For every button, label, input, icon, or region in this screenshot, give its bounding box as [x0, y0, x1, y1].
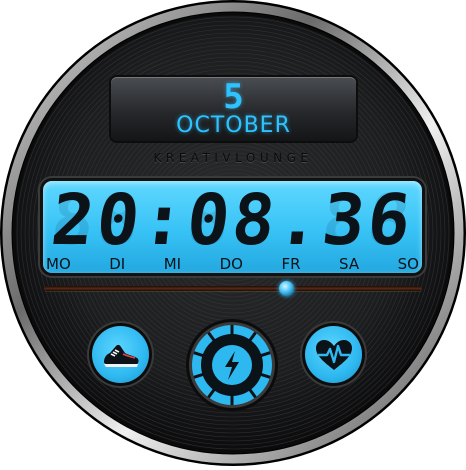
weekday-label: MI [163, 255, 182, 273]
heart-rate-button[interactable] [305, 326, 362, 383]
weekday-label: DO [219, 255, 243, 273]
weekday-row: MO DI MI DO FR SA SO [46, 256, 419, 272]
weekday-label: DI [109, 255, 126, 273]
lcd-time-display[interactable] [43, 181, 422, 273]
steps-button[interactable] [92, 326, 149, 383]
heart-pulse-icon [315, 339, 352, 370]
progress-track [44, 286, 422, 291]
date-month: OCTOBER [176, 113, 291, 138]
weekday-label: FR [281, 255, 301, 273]
battery-button[interactable] [185, 318, 279, 412]
weekday-label: MO [46, 255, 71, 273]
date-panel [111, 77, 356, 141]
lightning-bolt-icon [225, 351, 239, 380]
brand-label: KREATIVLOUNGE [153, 151, 313, 165]
weekday-label: SO [397, 255, 419, 273]
running-shoe-icon [103, 344, 138, 367]
battery-ring [186, 319, 278, 411]
time-display: 20:08.36 [47, 179, 418, 261]
weekday-label: SA [339, 255, 360, 273]
progress-knob[interactable] [278, 281, 294, 296]
date-day: 5 [223, 77, 244, 117]
bezel-ring [2, 2, 464, 464]
